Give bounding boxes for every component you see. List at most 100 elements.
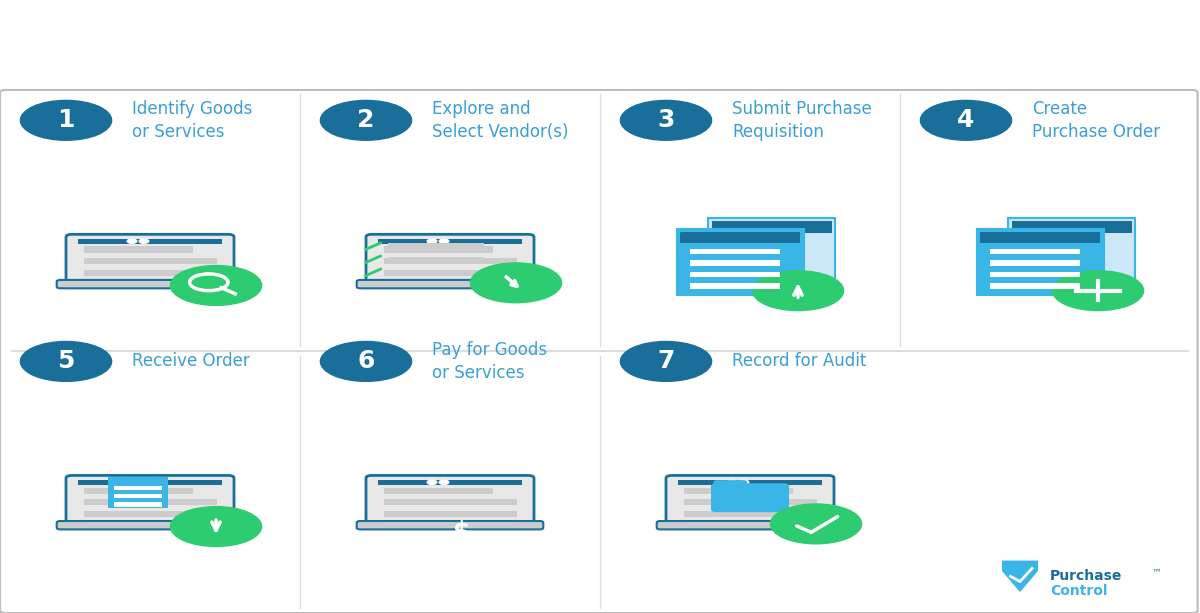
FancyBboxPatch shape [356, 521, 544, 530]
FancyBboxPatch shape [0, 90, 1198, 613]
Text: 4: 4 [958, 109, 974, 132]
Text: $: $ [454, 520, 470, 544]
Text: Control: Control [1050, 584, 1108, 598]
Text: Record for Audit: Record for Audit [732, 352, 866, 370]
FancyBboxPatch shape [384, 281, 517, 287]
Circle shape [770, 504, 862, 544]
FancyBboxPatch shape [366, 234, 534, 284]
Circle shape [20, 341, 112, 381]
FancyBboxPatch shape [84, 258, 216, 264]
FancyBboxPatch shape [684, 499, 817, 505]
FancyBboxPatch shape [84, 499, 216, 505]
Circle shape [739, 480, 749, 484]
FancyBboxPatch shape [990, 283, 1080, 289]
Circle shape [320, 101, 412, 140]
Text: Purchase: Purchase [1050, 569, 1122, 584]
FancyBboxPatch shape [384, 246, 493, 253]
FancyBboxPatch shape [710, 483, 790, 512]
Circle shape [139, 480, 149, 484]
FancyBboxPatch shape [1008, 218, 1135, 284]
Text: The Procurement Process In 7 Steps: The Procurement Process In 7 Steps [145, 23, 1055, 66]
Circle shape [727, 480, 737, 484]
Circle shape [320, 341, 412, 381]
FancyBboxPatch shape [684, 511, 817, 517]
FancyBboxPatch shape [56, 280, 244, 288]
FancyBboxPatch shape [384, 487, 493, 494]
FancyBboxPatch shape [378, 479, 522, 485]
Circle shape [920, 101, 1012, 140]
Circle shape [439, 480, 449, 484]
FancyBboxPatch shape [388, 270, 484, 275]
Text: 2: 2 [358, 109, 374, 132]
Text: Identify Goods
or Services: Identify Goods or Services [132, 99, 252, 141]
FancyBboxPatch shape [366, 476, 534, 525]
FancyBboxPatch shape [84, 246, 193, 253]
FancyBboxPatch shape [114, 503, 162, 506]
FancyBboxPatch shape [78, 238, 222, 244]
FancyBboxPatch shape [656, 521, 844, 530]
FancyBboxPatch shape [990, 249, 1080, 254]
Text: Explore and
Select Vendor(s): Explore and Select Vendor(s) [432, 99, 569, 141]
FancyBboxPatch shape [84, 522, 216, 528]
FancyBboxPatch shape [990, 261, 1080, 265]
FancyBboxPatch shape [66, 476, 234, 525]
FancyBboxPatch shape [84, 270, 216, 276]
FancyBboxPatch shape [684, 487, 793, 494]
FancyBboxPatch shape [84, 487, 193, 494]
FancyBboxPatch shape [378, 238, 522, 244]
FancyBboxPatch shape [690, 249, 780, 254]
Text: Submit Purchase
Requisition: Submit Purchase Requisition [732, 99, 871, 141]
FancyBboxPatch shape [1012, 221, 1132, 233]
FancyBboxPatch shape [708, 218, 835, 284]
FancyBboxPatch shape [384, 258, 517, 264]
FancyBboxPatch shape [714, 480, 748, 493]
FancyBboxPatch shape [114, 494, 162, 498]
Text: Pay for Goods
or Services: Pay for Goods or Services [432, 341, 547, 383]
Circle shape [127, 239, 137, 243]
FancyBboxPatch shape [384, 511, 517, 517]
Text: 5: 5 [58, 349, 74, 373]
FancyBboxPatch shape [84, 281, 216, 287]
FancyBboxPatch shape [690, 283, 780, 289]
FancyBboxPatch shape [66, 234, 234, 284]
FancyBboxPatch shape [108, 477, 168, 508]
Text: 6: 6 [358, 349, 374, 373]
FancyBboxPatch shape [356, 280, 544, 288]
Circle shape [427, 239, 437, 243]
FancyBboxPatch shape [980, 232, 1100, 243]
Circle shape [439, 239, 449, 243]
FancyBboxPatch shape [684, 522, 817, 528]
FancyBboxPatch shape [384, 499, 517, 505]
Circle shape [470, 263, 562, 303]
Circle shape [1052, 271, 1144, 311]
Text: 1: 1 [58, 109, 74, 132]
Circle shape [620, 341, 712, 381]
FancyBboxPatch shape [84, 511, 216, 517]
Text: 7: 7 [658, 349, 674, 373]
FancyBboxPatch shape [78, 479, 222, 485]
Polygon shape [1002, 560, 1038, 592]
Circle shape [139, 239, 149, 243]
FancyBboxPatch shape [666, 476, 834, 525]
Text: Create
Purchase Order: Create Purchase Order [1032, 99, 1160, 141]
FancyBboxPatch shape [384, 270, 517, 276]
Text: Receive Order: Receive Order [132, 352, 250, 370]
Circle shape [127, 480, 137, 484]
FancyBboxPatch shape [388, 257, 484, 262]
Circle shape [427, 480, 437, 484]
FancyBboxPatch shape [990, 272, 1080, 277]
FancyBboxPatch shape [678, 479, 822, 485]
FancyBboxPatch shape [712, 221, 832, 233]
FancyBboxPatch shape [388, 243, 484, 249]
Circle shape [170, 265, 262, 305]
FancyBboxPatch shape [680, 232, 800, 243]
Circle shape [170, 506, 262, 546]
FancyBboxPatch shape [690, 272, 780, 277]
FancyBboxPatch shape [56, 521, 244, 530]
FancyBboxPatch shape [977, 229, 1104, 295]
FancyBboxPatch shape [677, 229, 804, 295]
Circle shape [620, 101, 712, 140]
Text: 3: 3 [658, 109, 674, 132]
FancyBboxPatch shape [690, 261, 780, 265]
FancyBboxPatch shape [384, 522, 517, 528]
